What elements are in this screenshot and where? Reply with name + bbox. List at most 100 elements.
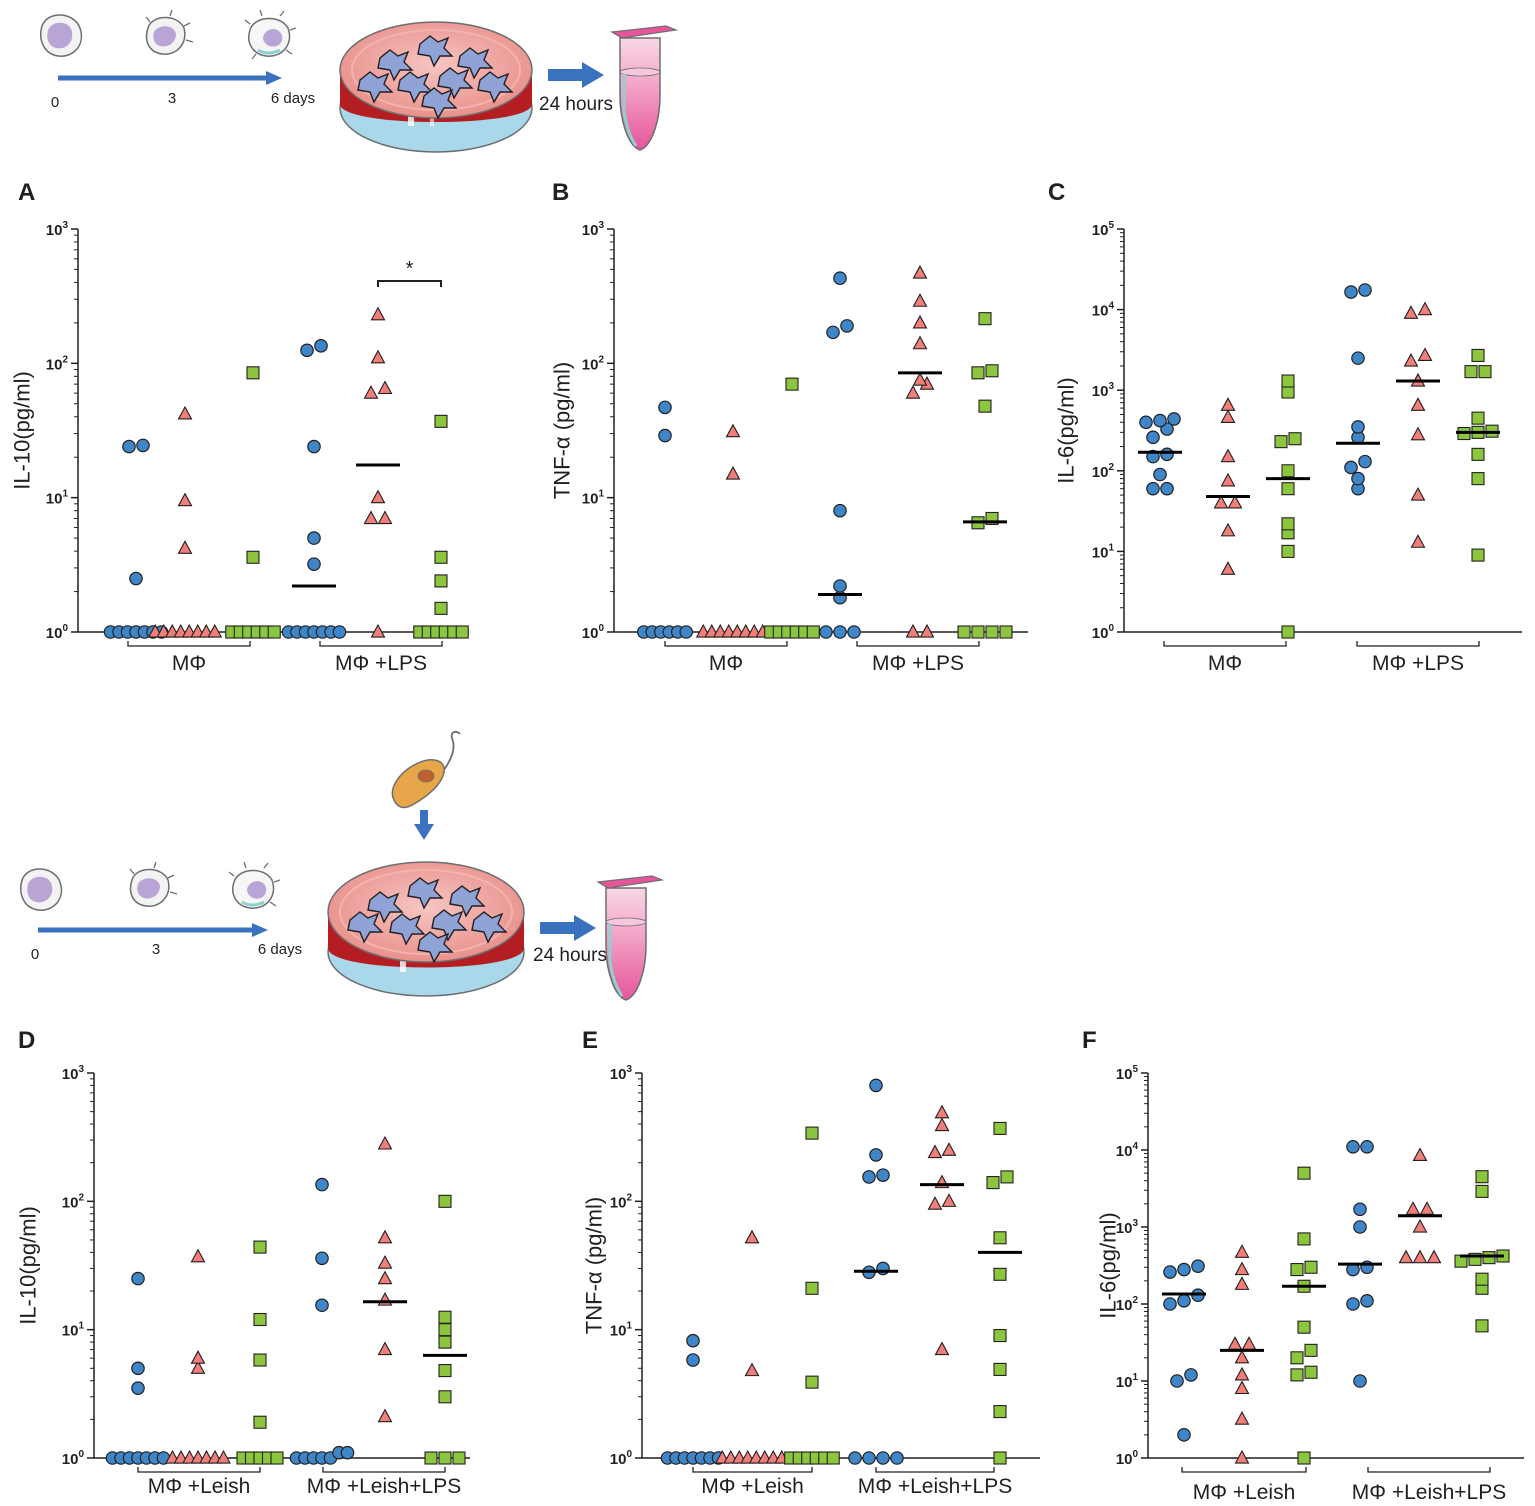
data-point-triangle [192,1351,205,1363]
data-point-square [1291,1369,1303,1381]
panel-label: B [552,179,569,206]
data-point-square [254,1416,266,1428]
data-point-square [1483,1252,1495,1264]
data-point-square [1305,1261,1317,1273]
data-point-circle [316,1299,328,1311]
series-group [1140,413,1180,495]
data-point-circle [848,626,860,638]
group-label: MΦ [172,652,206,675]
data-point-triangle [372,308,385,320]
data-point-square [1472,448,1484,460]
data-point-circle [137,439,149,451]
data-point-square [1298,1167,1310,1179]
panel-label: E [582,1027,598,1054]
data-point-square [1472,349,1484,361]
data-point-circle [1161,482,1173,494]
data-point-square [1282,386,1294,398]
data-point-circle [308,558,320,570]
data-point-square [1298,1321,1310,1333]
timeline-arrow [58,71,282,85]
parasite-arrow [414,810,434,840]
series-group [1345,284,1371,495]
y-tick-label: 103 [582,220,605,239]
chart-panel-c: C100101102103104105IL-6(pg/ml)MΦ MΦ +LPS [1048,179,1522,675]
data-point-square [439,1336,451,1348]
data-point-triangle [1400,1251,1413,1263]
y-tick-label: 104 [1116,1141,1139,1160]
significance-label: * [406,258,414,280]
data-point-circle [130,572,142,584]
group-label: MΦ +Leish [1193,1481,1296,1504]
data-point-triangle [372,625,385,637]
series-group [1455,1171,1509,1332]
data-point-circle [1354,1221,1366,1233]
series-group [379,1137,392,1422]
y-tick-label: 104 [1092,301,1115,320]
data-point-square [435,602,447,614]
data-point-circle [1347,1298,1359,1310]
data-point-square [806,1376,818,1388]
data-point-circle [849,1452,861,1464]
data-point-square [994,1122,1006,1134]
data-point-square [254,1354,266,1366]
data-point-circle [834,272,846,284]
data-point-circle [1185,1369,1197,1381]
data-point-circle [1359,455,1371,467]
data-point-square [972,367,984,379]
timeline-arrow [38,923,268,937]
data-point-square [439,1452,451,1464]
petri-dish-icon [340,22,532,152]
data-point-triangle [372,351,385,363]
data-point-square [435,575,447,587]
data-point-square [807,626,819,638]
data-point-square [1476,1185,1488,1197]
data-point-triangle [907,625,920,637]
y-tick-label: 103 [1092,381,1115,400]
series-group [226,367,281,638]
data-point-triangle [1222,398,1235,410]
data-point-triangle [1419,348,1432,360]
data-point-triangle [379,1256,392,1268]
data-point-square [979,400,991,412]
data-point-triangle [1236,1382,1249,1394]
data-point-triangle [727,425,740,437]
petri-dish-icon [328,862,524,996]
data-point-triangle [1407,1202,1420,1214]
data-point-circle [1352,472,1364,484]
data-point-circle [820,626,832,638]
data-point-square [1291,1352,1303,1364]
data-point-square [1472,549,1484,561]
data-point-square [1298,1233,1310,1245]
data-point-circle [841,320,853,332]
series-group [638,401,693,638]
y-tick-label: 102 [62,1192,85,1211]
data-point-triangle [1412,428,1425,440]
data-point-circle [1178,1429,1190,1441]
data-point-square [435,415,447,427]
y-tick-label: 105 [1116,1064,1139,1083]
series-group [785,1127,840,1464]
data-point-square [994,1268,1006,1280]
data-point-square [806,1127,818,1139]
group-bracket [693,1467,812,1472]
data-point-circle [132,1362,144,1374]
significance-bracket [378,281,441,287]
data-point-circle [1361,1295,1373,1307]
group-bracket [665,641,787,646]
data-point-square [972,626,984,638]
data-point-square [1465,366,1477,378]
data-point-triangle [746,1364,759,1376]
data-point-square [1289,433,1301,445]
data-point-circle [308,440,320,452]
data-point-square [439,1365,451,1377]
data-point-triangle [1236,1277,1249,1289]
series-group [929,1106,956,1355]
series-group [958,313,1012,638]
transfer-arrow [540,915,596,941]
data-point-square [453,1452,465,1464]
data-point-triangle [1229,1337,1242,1349]
chart-panels: A100101102103IL-10(pg/ml)MΦ MΦ +LPS*B1001… [10,179,1524,1504]
data-point-triangle [1412,488,1425,500]
data-point-triangle [1412,535,1425,547]
series-group [365,308,392,637]
